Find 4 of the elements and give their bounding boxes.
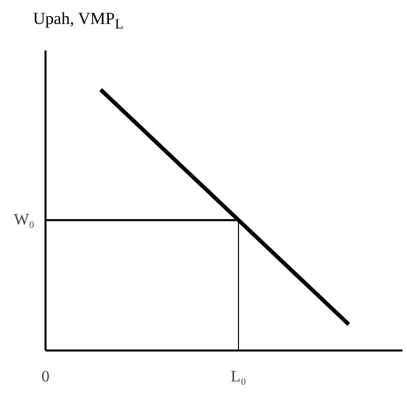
x-tick-label: L₀ [230,368,246,386]
x-tick-label: 0 [42,368,50,386]
y-axis-title: Upah, VMP$_{L}$ [33,8,124,34]
ref-line-label: W₀ [14,212,35,229]
